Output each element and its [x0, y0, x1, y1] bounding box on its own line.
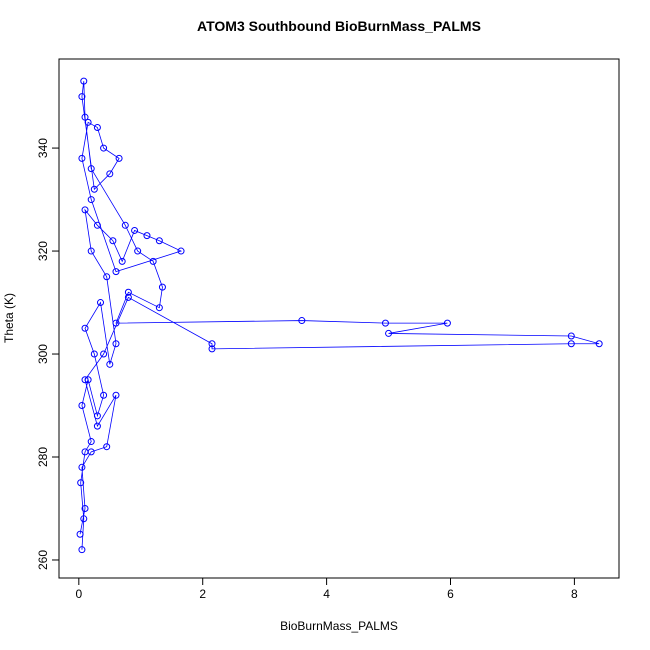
data-point	[78, 402, 86, 410]
data-point	[87, 196, 95, 204]
data-point	[90, 185, 98, 193]
data-point	[158, 283, 166, 291]
data-point	[567, 340, 575, 348]
x-axis-label: BioBurnMass_PALMS	[280, 619, 398, 633]
data-point	[80, 77, 88, 85]
y-tick-label: 340	[36, 138, 50, 158]
plot-frame	[58, 58, 620, 579]
data-point	[100, 350, 108, 358]
data-point	[149, 257, 157, 265]
data-point	[87, 165, 95, 173]
data-point	[93, 123, 101, 131]
y-axis-label: Theta (K)	[2, 293, 16, 343]
data-point	[155, 237, 163, 245]
data-point	[97, 299, 105, 307]
data-point	[595, 340, 603, 348]
data-point	[112, 340, 120, 348]
data-point	[84, 118, 92, 126]
data-point	[81, 504, 89, 512]
data-point	[112, 268, 120, 276]
data-point	[103, 443, 111, 451]
data-point	[106, 170, 114, 178]
data-point	[112, 391, 120, 399]
data-point	[121, 221, 129, 229]
data-point	[443, 319, 451, 327]
data-point	[567, 332, 575, 340]
data-point	[90, 350, 98, 358]
data-point	[81, 324, 89, 332]
data-point	[87, 247, 95, 255]
data-point	[385, 329, 393, 337]
data-point	[124, 293, 132, 301]
data-point	[103, 273, 111, 281]
data-point	[81, 206, 89, 214]
x-tick-label: 8	[571, 587, 578, 601]
y-tick-label: 320	[36, 241, 50, 261]
data-point	[78, 463, 86, 471]
data-point	[100, 391, 108, 399]
data-point	[81, 113, 89, 121]
data-point	[115, 154, 123, 162]
data-point	[81, 376, 89, 384]
data-point	[87, 448, 95, 456]
data-point	[208, 345, 216, 353]
data-point	[76, 530, 84, 538]
data-point	[208, 340, 216, 348]
data-point	[124, 288, 132, 296]
data-point	[78, 93, 86, 101]
data-point	[112, 319, 120, 327]
data-point	[177, 247, 185, 255]
data-point	[118, 257, 126, 265]
data-point	[93, 412, 101, 420]
data-point	[80, 515, 88, 523]
chart-title: ATOM3 Southbound BioBurnMass_PALMS	[197, 18, 481, 34]
x-tick-label: 0	[75, 587, 82, 601]
y-tick-label: 300	[36, 344, 50, 364]
data-point	[100, 144, 108, 152]
data-point	[77, 479, 85, 487]
data-point	[298, 317, 306, 325]
data-point	[155, 304, 163, 312]
data-point	[87, 438, 95, 446]
x-tick-label: 6	[447, 587, 454, 601]
series-line	[79, 81, 600, 550]
y-tick-label: 280	[36, 447, 50, 467]
data-point	[78, 546, 86, 554]
data-point	[131, 226, 139, 234]
data-point	[143, 232, 151, 240]
data-point	[381, 319, 389, 327]
x-tick-label: 2	[199, 587, 206, 601]
x-tick-label: 4	[323, 587, 330, 601]
data-point	[93, 422, 101, 430]
data-point	[84, 376, 92, 384]
data-point	[109, 237, 117, 245]
data-point	[106, 360, 114, 368]
data-point	[134, 247, 142, 255]
data-point	[93, 221, 101, 229]
y-tick-label: 260	[36, 550, 50, 570]
data-point	[78, 154, 86, 162]
